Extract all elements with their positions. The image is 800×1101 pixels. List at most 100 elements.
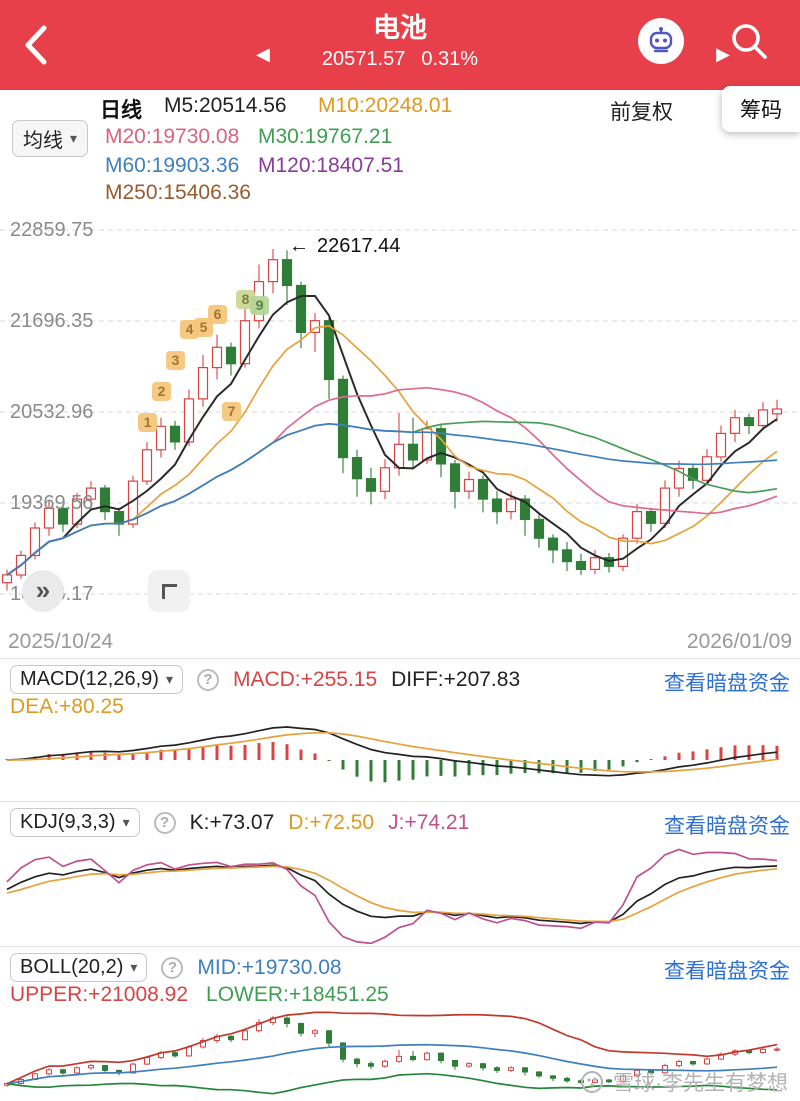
- boll-canvas[interactable]: [0, 1011, 800, 1095]
- kdj-canvas[interactable]: [0, 846, 800, 944]
- macd-panel: MACD(12,26,9) ▾ ? MACD:+255.15 DIFF:+207…: [0, 658, 800, 801]
- lower-value: LOWER:+18451.25: [206, 983, 389, 1006]
- macd-bar: [271, 742, 275, 760]
- macd-bar: [593, 760, 597, 771]
- sequence-badge-9: 9: [250, 296, 269, 316]
- boll-header-row2: UPPER:+21008.92 LOWER:+18451.25: [10, 983, 389, 1007]
- kdj-settings-dropdown[interactable]: KDJ(9,3,3) ▾: [10, 808, 140, 837]
- ma-selector-dropdown[interactable]: 均线 ▾: [12, 120, 89, 157]
- macd-bar: [537, 760, 541, 774]
- sequence-badge-6: 6: [208, 305, 227, 325]
- candle-body: [575, 561, 587, 571]
- boll-panel: BOLL(20,2) ▾ ? MID:+19730.08 UPPER:+2100…: [0, 946, 800, 1101]
- macd-settings-dropdown[interactable]: MACD(12,26,9) ▾: [10, 665, 183, 694]
- dark-pool-link[interactable]: 查看暗盘资金: [664, 815, 790, 838]
- main-candlestick-chart[interactable]: 22859.75 21696.35 20532.96 19369.56 1820…: [0, 202, 800, 658]
- boll-candle-body: [760, 1048, 766, 1053]
- candle-body: [407, 443, 419, 461]
- boll-candle-body: [466, 1063, 472, 1067]
- scroll-left-more-button[interactable]: »: [22, 570, 64, 612]
- fullscreen-expand-button[interactable]: [148, 570, 190, 612]
- candlestick-canvas[interactable]: [0, 202, 800, 632]
- dark-pool-link[interactable]: 查看暗盘资金: [664, 672, 790, 695]
- boll-candle-body: [480, 1063, 486, 1069]
- search-icon[interactable]: [726, 18, 772, 64]
- macd-bar: [47, 754, 51, 760]
- chips-button[interactable]: 筹码: [722, 86, 800, 132]
- macd-bar: [243, 744, 247, 760]
- macd-bar: [173, 750, 177, 760]
- candle-body: [225, 346, 237, 365]
- candle-body: [57, 507, 69, 525]
- back-button[interactable]: [16, 20, 60, 70]
- chart-start-date: 2025/10/24: [8, 630, 114, 653]
- boll-candle-body: [256, 1022, 262, 1032]
- candle-body: [617, 537, 629, 568]
- ma10-line: [6, 325, 778, 576]
- boll-candle-body: [88, 1065, 94, 1069]
- boll-candle-body: [172, 1052, 178, 1057]
- macd-bar: [383, 760, 387, 783]
- ma60-line: [6, 422, 778, 576]
- ma-selector-label: 均线: [23, 130, 63, 152]
- boll-settings-dropdown[interactable]: BOLL(20,2) ▾: [10, 953, 148, 982]
- boll-header: BOLL(20,2) ▾ ? MID:+19730.08: [10, 953, 342, 982]
- candle-body: [239, 320, 251, 365]
- watermark: 雪球·李先生有梦想: [580, 1067, 788, 1097]
- ma5-line: [6, 295, 778, 576]
- kdj-panel: KDJ(9,3,3) ▾ ? K:+73.07 D:+72.50 J:+74.2…: [0, 801, 800, 946]
- candle-body: [1, 574, 13, 584]
- candle-body: [169, 425, 181, 443]
- boll-help-icon[interactable]: ?: [161, 956, 184, 979]
- macd-bar: [481, 760, 485, 776]
- caret-down-icon: ▾: [70, 130, 78, 146]
- macd-bar: [439, 760, 443, 776]
- kdj-help-icon[interactable]: ?: [153, 811, 176, 834]
- boll-candle-body: [508, 1067, 514, 1071]
- macd-bar: [229, 745, 233, 760]
- candle-body: [197, 367, 209, 400]
- macd-help-icon[interactable]: ?: [196, 668, 219, 691]
- ma60-value: M60:19903.36: [105, 154, 240, 177]
- period-label[interactable]: 日线: [100, 99, 142, 122]
- candle-body: [491, 498, 503, 513]
- boll-candle-body: [186, 1046, 192, 1057]
- candle-body: [645, 511, 657, 524]
- assistant-robot-icon[interactable]: [638, 18, 684, 64]
- ma5-value: M5:20514.56: [164, 94, 287, 117]
- page-title: 电池: [373, 13, 427, 43]
- macd-bar: [145, 751, 149, 760]
- boll-name: BOLL(20,2): [20, 956, 124, 978]
- macd-header: MACD(12,26,9) ▾ ? MACD:+255.15 DIFF:+207…: [10, 665, 520, 694]
- macd-bar: [705, 749, 709, 760]
- boll-candle-body: [634, 1069, 640, 1077]
- boll-candle-body: [130, 1063, 136, 1074]
- candle-body: [701, 456, 713, 481]
- macd-bar: [355, 760, 359, 777]
- macd-bar: [215, 744, 219, 760]
- macd-bar: [523, 760, 527, 774]
- candle-body: [673, 467, 685, 489]
- boll-candle-body: [522, 1067, 528, 1073]
- dark-pool-link[interactable]: 查看暗盘资金: [664, 960, 790, 983]
- current-price: 20571.57: [321, 48, 406, 70]
- macd-bar: [453, 760, 457, 777]
- boll-candle-body: [46, 1069, 52, 1075]
- candle-body: [435, 428, 447, 465]
- next-stock-arrow-icon[interactable]: ▶: [716, 44, 730, 64]
- y-axis-label: 19369.56: [10, 492, 94, 514]
- candle-body: [351, 457, 363, 480]
- adjust-mode-button[interactable]: 前复权: [610, 101, 673, 124]
- macd-bar: [201, 746, 205, 760]
- candle-body: [281, 259, 293, 287]
- boll-candle-body: [774, 1048, 780, 1051]
- candle-body: [99, 487, 111, 513]
- prev-stock-arrow-icon[interactable]: ◀: [256, 44, 270, 64]
- k-line: [6, 864, 778, 925]
- macd-canvas[interactable]: [0, 721, 800, 799]
- macd-bar: [467, 760, 471, 776]
- candle-body: [43, 507, 55, 529]
- diff-line: [6, 726, 778, 777]
- macd-bar: [551, 760, 555, 774]
